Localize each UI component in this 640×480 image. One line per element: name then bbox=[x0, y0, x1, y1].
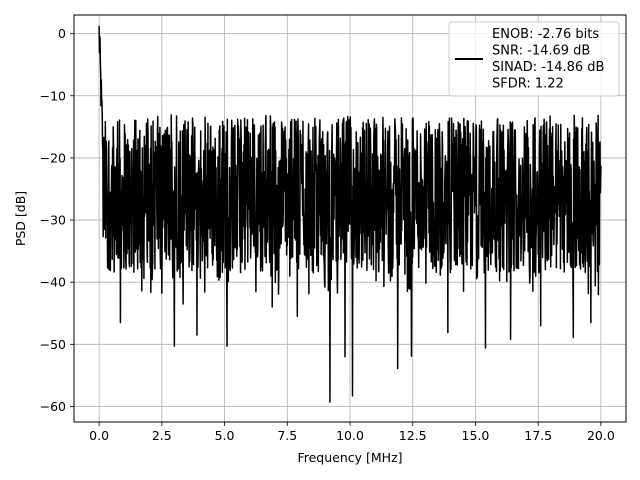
y-tick-label: −30 bbox=[40, 213, 66, 228]
x-tick-label: 17.5 bbox=[524, 428, 552, 443]
series-layer bbox=[98, 25, 602, 403]
x-tick-label: 7.5 bbox=[277, 428, 297, 443]
x-tick-label: 15.0 bbox=[462, 428, 490, 443]
y-tick-label: −50 bbox=[40, 337, 66, 352]
legend-snr: SNR: -14.69 dB bbox=[492, 44, 590, 59]
legend-enob: ENOB: -2.76 bits bbox=[492, 27, 599, 42]
x-tick-label: 0.0 bbox=[89, 428, 109, 443]
x-axis-label: Frequency [MHz] bbox=[297, 450, 402, 465]
y-axis-label: PSD [dB] bbox=[13, 191, 28, 246]
y-tick-label: −10 bbox=[40, 88, 66, 103]
legend-sfdr: SFDR: 1.22 bbox=[492, 77, 564, 92]
legend: ENOB: -2.76 bits SNR: -14.69 dB SINAD: -… bbox=[448, 21, 620, 97]
x-tick-label: 5.0 bbox=[215, 428, 235, 443]
y-tick-label: −40 bbox=[40, 275, 66, 290]
x-axis: 0.0 2.5 5.0 7.5 10.0 12.5 15.0 17.5 20.0 bbox=[89, 422, 615, 443]
y-tick-label: −20 bbox=[40, 150, 66, 165]
psd-series-line bbox=[98, 25, 602, 403]
y-tick-label: −60 bbox=[40, 399, 66, 414]
x-tick-label: 10.0 bbox=[336, 428, 364, 443]
legend-box bbox=[448, 21, 620, 97]
legend-sinad: SINAD: -14.86 dB bbox=[492, 60, 604, 75]
y-tick-label: 0 bbox=[58, 26, 66, 41]
x-tick-label: 2.5 bbox=[152, 428, 172, 443]
y-axis: 0 −10 −20 −30 −40 −50 −60 bbox=[40, 26, 74, 414]
x-tick-label: 12.5 bbox=[399, 428, 427, 443]
x-tick-label: 20.0 bbox=[587, 428, 615, 443]
